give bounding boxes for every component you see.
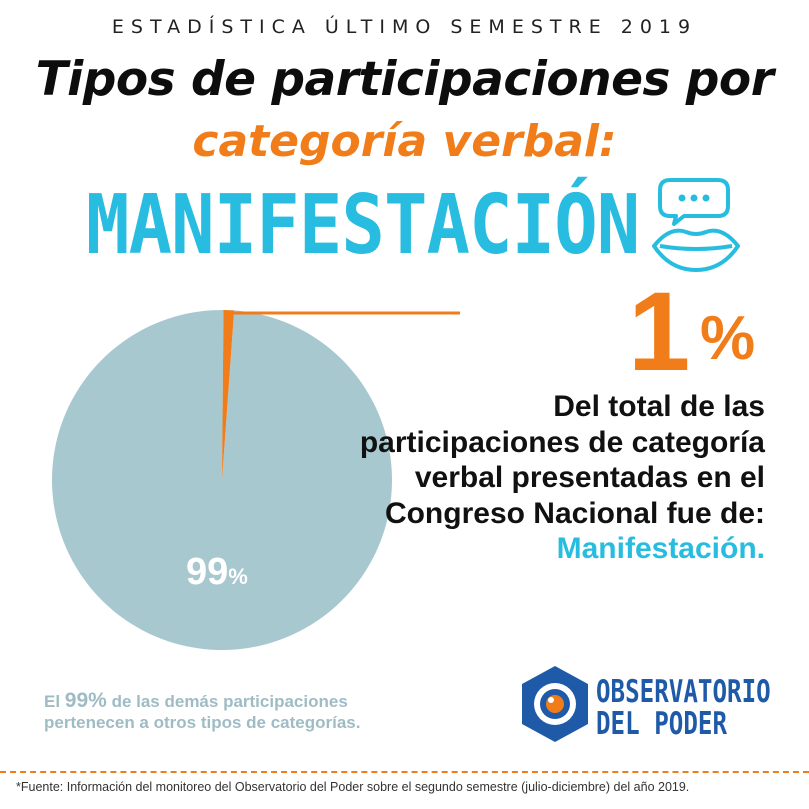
description-text: Del total de las participaciones de cate… — [359, 390, 765, 530]
category-title: MANIFESTACIÓN — [86, 178, 640, 273]
highlight-percent-value: 1 — [628, 269, 691, 394]
description-highlight: Manifestación. — [556, 532, 765, 565]
brand-line-2: DEL PODER — [596, 706, 728, 742]
brand-line-1: OBSERVATORIO — [596, 674, 771, 710]
lips-icon — [652, 228, 740, 272]
note-line1-rest: de las demás participaciones — [111, 692, 348, 711]
brand-name: OBSERVATORIO DEL PODER — [596, 676, 771, 740]
pie-label-symbol: % — [228, 564, 248, 589]
kicker-text: ESTADÍSTICA ÚLTIMO SEMESTRE 2019 — [111, 16, 698, 38]
pie-slice-otros — [52, 310, 393, 650]
pie-label-value: 99 — [186, 551, 229, 593]
divider-dashed — [0, 771, 809, 773]
pie-chart — [52, 310, 460, 650]
pie-slice-label-main: 99% — [186, 551, 248, 594]
note-line-2: pertenecen a otros tipos de categorías. — [44, 713, 361, 732]
note-line-1: El 99% de las demás participaciones — [44, 690, 360, 712]
note-prefix: El — [44, 692, 61, 711]
speech-bubble-icon — [658, 178, 730, 226]
note-value: 99% — [64, 689, 107, 712]
footnote-other-categories: El 99% de las demás participaciones pert… — [44, 690, 360, 733]
title-line-1: Tipos de participaciones por — [35, 52, 774, 107]
highlight-description: Del total de las participaciones de cate… — [345, 389, 765, 567]
observatorio-logo-icon — [522, 666, 588, 742]
title-line-2: categoría verbal: — [192, 116, 617, 167]
pie-slice-manifestacion — [222, 310, 235, 480]
highlight-percent-symbol: % — [700, 304, 756, 373]
source-footnote: *Fuente: Información del monitoreo del O… — [16, 780, 690, 794]
